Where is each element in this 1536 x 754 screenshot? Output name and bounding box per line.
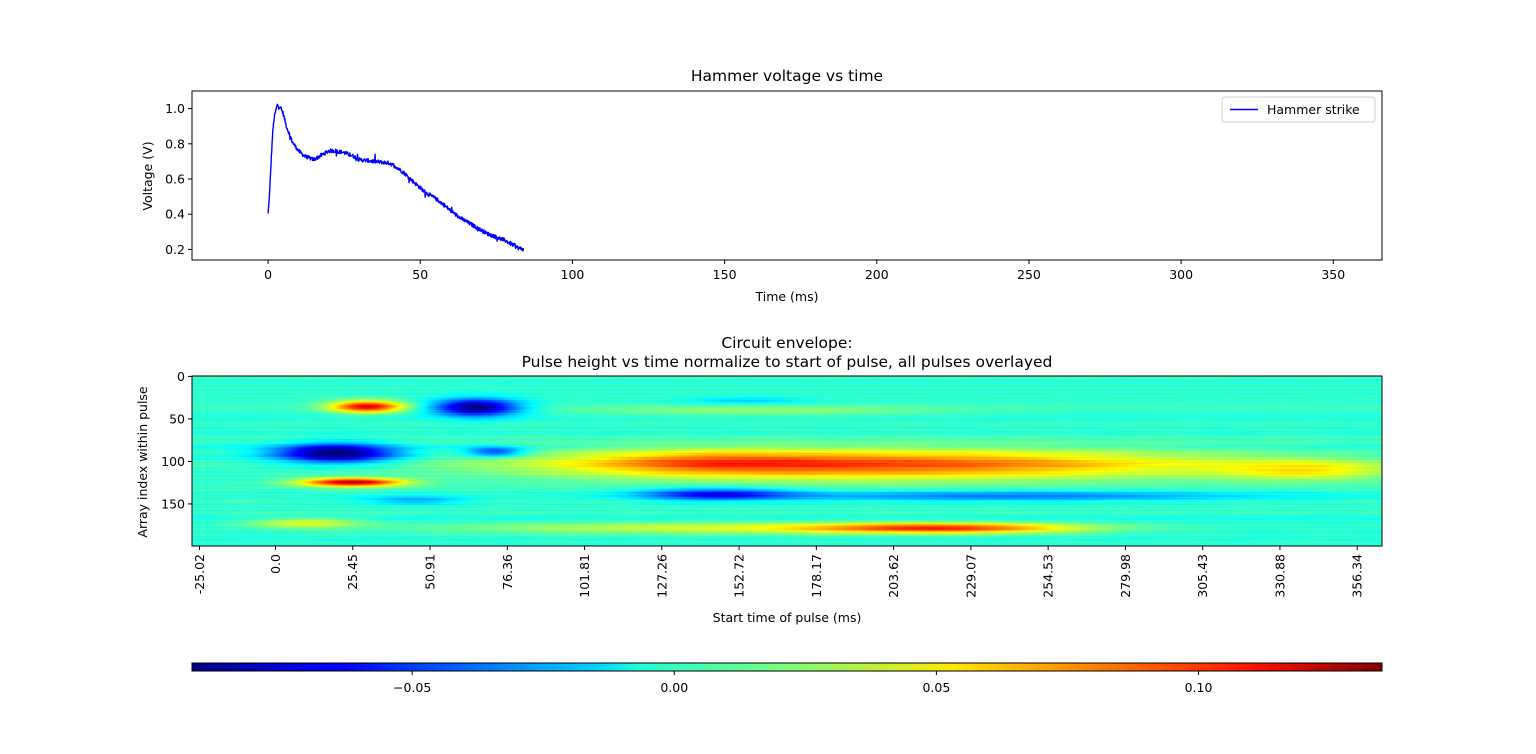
line-x-tick-label: 200	[865, 267, 889, 282]
heatmap-x-tick-label: 50.91	[423, 554, 438, 590]
line-y-tick-label: 0.6	[165, 172, 185, 187]
heatmap-title-line-2: Pulse height vs time normalize to start …	[522, 353, 1053, 371]
line-x-tick-label: 0	[264, 267, 272, 282]
line-x-tick-label: 300	[1169, 267, 1193, 282]
line-chart-title: Hammer voltage vs time	[691, 67, 883, 85]
heatmap-x-tick-label: 356.34	[1350, 554, 1365, 598]
colorbar-tick-label: 0.05	[922, 680, 950, 695]
heatmap-x-tick-label: -25.02	[192, 554, 207, 594]
heatmap-title-line-1: Circuit envelope:	[721, 334, 852, 352]
line-y-tick-label: 0.2	[165, 242, 185, 257]
line-chart-ylabel: Voltage (V)	[140, 141, 155, 210]
colorbar-ticks: −0.05 0.00 0.05 0.10	[393, 671, 1212, 695]
heatmap-x-tick-label: 0.0	[268, 554, 283, 574]
heatmap-x-tick-label: 152.72	[732, 554, 747, 598]
line-x-tick-label: 350	[1321, 267, 1345, 282]
heatmap-y-tick-label: 150	[161, 496, 185, 511]
heatmap-image	[192, 376, 1382, 546]
heatmap-ylabel: Array index within pulse	[135, 386, 150, 538]
line-y-tick-label: 1.0	[165, 101, 185, 116]
heatmap-x-tick-label: 305.43	[1195, 554, 1210, 598]
colorbar-tick-label: −0.05	[393, 680, 431, 695]
line-chart-xlabel: Time (ms)	[754, 289, 818, 304]
line-chart-frame	[191, 90, 1383, 261]
line-x-tick-label: 250	[1017, 267, 1041, 282]
colorbar	[192, 663, 1382, 671]
heatmap-y-tick-label: 50	[169, 411, 185, 426]
line-x-tick-label: 150	[713, 267, 737, 282]
line-chart-y-ticks: 0.2 0.4 0.6 0.8 1.0	[165, 101, 192, 257]
line-x-tick-label: 100	[561, 267, 585, 282]
heatmap-x-tick-label: 25.45	[345, 554, 360, 590]
heatmap-x-tick-label: 279.98	[1118, 554, 1133, 598]
heatmap-y-tick-label: 0	[177, 369, 185, 384]
heatmap-x-ticks: -25.02 0.0 25.45 50.91 76.36 101.81 127.26 152.…	[192, 546, 1365, 598]
legend-label-hammer-strike: Hammer strike	[1267, 102, 1360, 117]
legend-box	[1221, 96, 1376, 123]
line-x-tick-label: 50	[412, 267, 428, 282]
line-y-tick-label: 0.4	[165, 207, 185, 222]
heatmap-x-tick-label: 127.26	[654, 554, 669, 598]
series-line-hammer-strike	[267, 103, 525, 252]
line-chart-x-ticks: 0 50 100 150 200 250 300 350	[264, 260, 1345, 282]
heatmap-x-tick-label: 178.17	[809, 554, 824, 598]
line-y-tick-label: 0.8	[165, 136, 185, 151]
heatmap-x-tick-label: 330.88	[1272, 554, 1287, 598]
line-chart-legend: Hammer strike	[1221, 96, 1376, 123]
colorbar-frame	[191, 662, 1383, 672]
heatmap-x-tick-label: 101.81	[577, 554, 592, 598]
line-chart-plot-area	[267, 103, 525, 252]
heatmap-x-tick-label: 229.07	[963, 554, 978, 598]
heatmap-x-tick-label: 203.62	[886, 554, 901, 598]
heatmap-y-ticks: 0 50 100 150	[161, 369, 192, 511]
colorbar-tick-label: 0.00	[660, 680, 688, 695]
heatmap-x-tick-label: 76.36	[500, 554, 515, 590]
colorbar-tick-label: 0.10	[1185, 680, 1213, 695]
heatmap-x-tick-label: 254.53	[1041, 554, 1056, 598]
heatmap-xlabel: Start time of pulse (ms)	[713, 610, 862, 625]
heatmap-y-tick-label: 100	[161, 454, 185, 469]
